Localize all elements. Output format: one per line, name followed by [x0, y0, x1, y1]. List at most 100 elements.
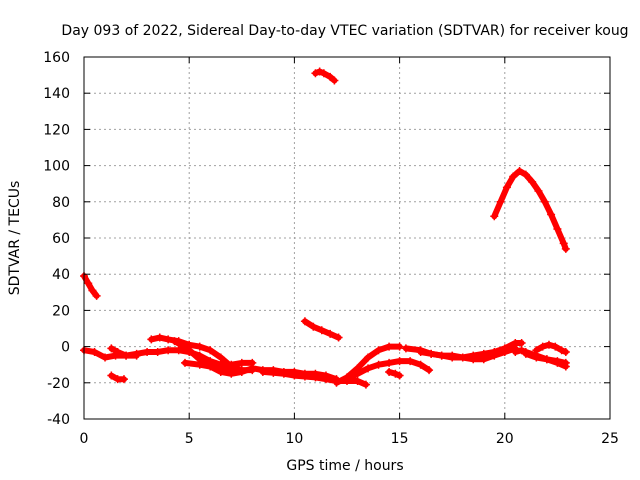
data-point [107, 371, 116, 380]
data-point [88, 286, 97, 295]
data-point [311, 373, 320, 382]
series-arc-16 [416, 344, 520, 364]
series-band [108, 345, 140, 359]
y-tick-label: 80 [52, 195, 70, 211]
data-point [164, 335, 173, 344]
x-tick-label: 25 [601, 431, 619, 447]
data-point [364, 353, 373, 362]
data-point [500, 348, 509, 357]
data-point [532, 346, 541, 355]
data-point [364, 364, 373, 373]
data-point [416, 348, 425, 357]
data-point [319, 69, 328, 78]
series-arc-1 [80, 272, 101, 300]
series-arc-3 [107, 371, 128, 384]
data-point [343, 375, 351, 384]
y-tick-label: 40 [52, 267, 70, 283]
axis-ticks: 0 5 10 15 20 25 -40 -20 0 20 40 60 80 100 120 140 160 [43, 50, 619, 447]
y-tick-label: 120 [43, 122, 70, 138]
series-arc-6 [170, 337, 257, 378]
data-point [391, 369, 400, 378]
data-point [385, 358, 394, 367]
data-point [164, 346, 173, 355]
data-point [544, 340, 553, 349]
y-tick-label: -40 [47, 412, 70, 428]
series-band [81, 273, 100, 299]
x-tick-label: 5 [185, 431, 194, 447]
data-point [90, 348, 99, 357]
data-point [321, 375, 330, 384]
data-point [309, 322, 318, 331]
data-point [195, 360, 204, 369]
series-arc-7 [180, 358, 236, 373]
data-point [551, 342, 560, 351]
data-point [534, 186, 543, 195]
series-arc-10 [300, 317, 343, 342]
data-point [416, 360, 425, 369]
data-point [553, 358, 562, 367]
chart-title: Day 093 of 2022, Sidereal Day-to-day VTE… [61, 23, 628, 39]
data-series [80, 67, 570, 389]
data-point [332, 378, 341, 387]
plot-frame [83, 56, 611, 420]
y-tick-label: 140 [43, 86, 70, 102]
data-point [227, 364, 236, 373]
data-point [353, 376, 362, 385]
data-point [176, 340, 185, 349]
data-point [206, 346, 215, 355]
data-point [502, 183, 511, 192]
data-point [195, 342, 204, 351]
data-point [374, 346, 383, 355]
data-point [170, 337, 179, 346]
series-arc-17 [490, 167, 570, 253]
data-point [119, 375, 128, 384]
data-point [406, 357, 415, 366]
data-point [559, 239, 568, 248]
y-tick-label: -20 [47, 376, 70, 392]
y-tick-label: 160 [43, 50, 70, 66]
y-tick-label: 0 [61, 340, 70, 356]
series-arc-19 [521, 349, 570, 371]
y-tick-label: 60 [52, 231, 70, 247]
series-arc-4 [107, 344, 141, 360]
data-point [361, 380, 370, 389]
data-point [279, 369, 288, 378]
data-point [155, 333, 164, 342]
data-point [437, 351, 446, 360]
data-point [317, 326, 326, 335]
data-point [153, 348, 162, 357]
series-band [417, 345, 519, 363]
data-point [269, 368, 278, 377]
data-point [258, 367, 267, 376]
data-point [509, 172, 518, 181]
grid [84, 57, 610, 419]
data-point [427, 349, 436, 358]
data-point [425, 366, 434, 375]
data-point [542, 355, 551, 364]
data-point [147, 335, 156, 344]
data-point [385, 342, 394, 351]
data-point [143, 348, 152, 357]
data-point [517, 338, 526, 347]
data-point [385, 367, 394, 376]
data-point [107, 344, 116, 353]
data-point [395, 342, 404, 351]
data-point [113, 348, 122, 357]
data-point [521, 170, 530, 179]
data-point [458, 353, 467, 362]
data-point [300, 317, 309, 326]
data-point [248, 364, 257, 373]
x-tick-label: 0 [80, 431, 89, 447]
data-point [401, 344, 410, 353]
data-point [92, 291, 101, 300]
data-point [511, 348, 520, 357]
data-point [180, 358, 189, 367]
y-axis-label: SDTVAR / TECUs [7, 181, 23, 296]
data-point [300, 372, 309, 381]
data-point [528, 177, 537, 186]
data-point [395, 357, 404, 366]
data-point [521, 349, 530, 358]
y-tick-label: 20 [52, 303, 70, 319]
data-point [326, 329, 335, 338]
data-point [517, 346, 526, 355]
